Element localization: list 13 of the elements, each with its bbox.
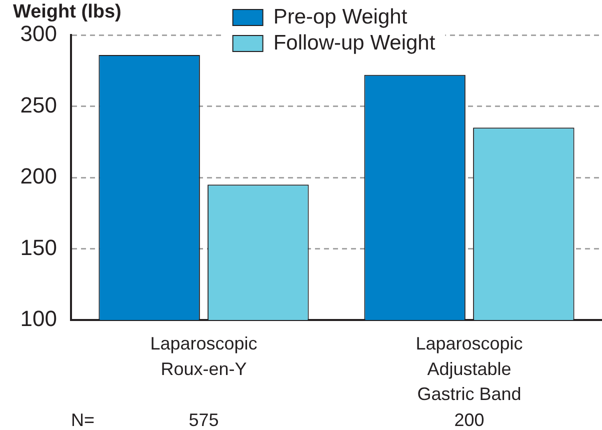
legend-label: Pre-op Weight [273,5,408,28]
x-tick-label: Laparoscopic Adjustable Gastric Band [416,334,523,404]
y-tick-label: 100 [20,306,57,332]
y-tick-label: 250 [20,92,57,118]
y-tick-label: 300 [20,21,57,46]
x-tick-label: Laparoscopic Roux-en-Y [150,334,258,379]
y-tick-label: 150 [20,234,57,260]
y-tick-label: 200 [20,164,57,189]
annotation: 575 [188,410,219,430]
y-axis-title: Weight (lbs) [13,2,122,23]
legend-label: Follow-up Weight [273,31,436,54]
annotation: 200 [454,410,484,430]
text: N= [71,410,95,430]
